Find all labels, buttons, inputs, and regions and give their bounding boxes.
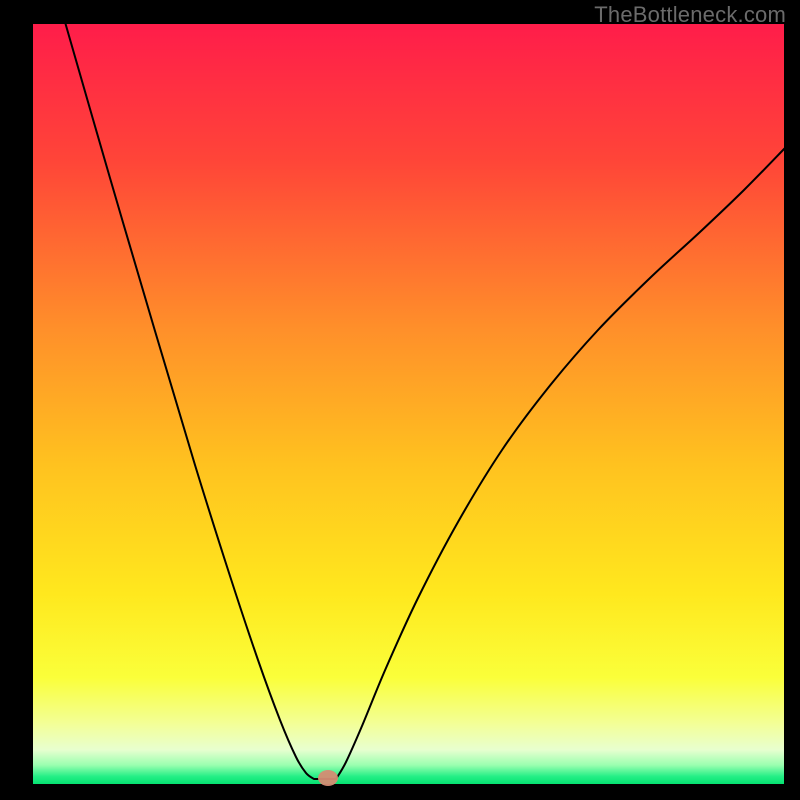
heat-gradient-area	[33, 24, 784, 784]
bottleneck-chart	[0, 0, 800, 800]
watermark-text: TheBottleneck.com	[594, 2, 786, 28]
chart-container: { "watermark": { "text": "TheBottleneck.…	[0, 0, 800, 800]
optimal-point-marker	[318, 770, 338, 786]
